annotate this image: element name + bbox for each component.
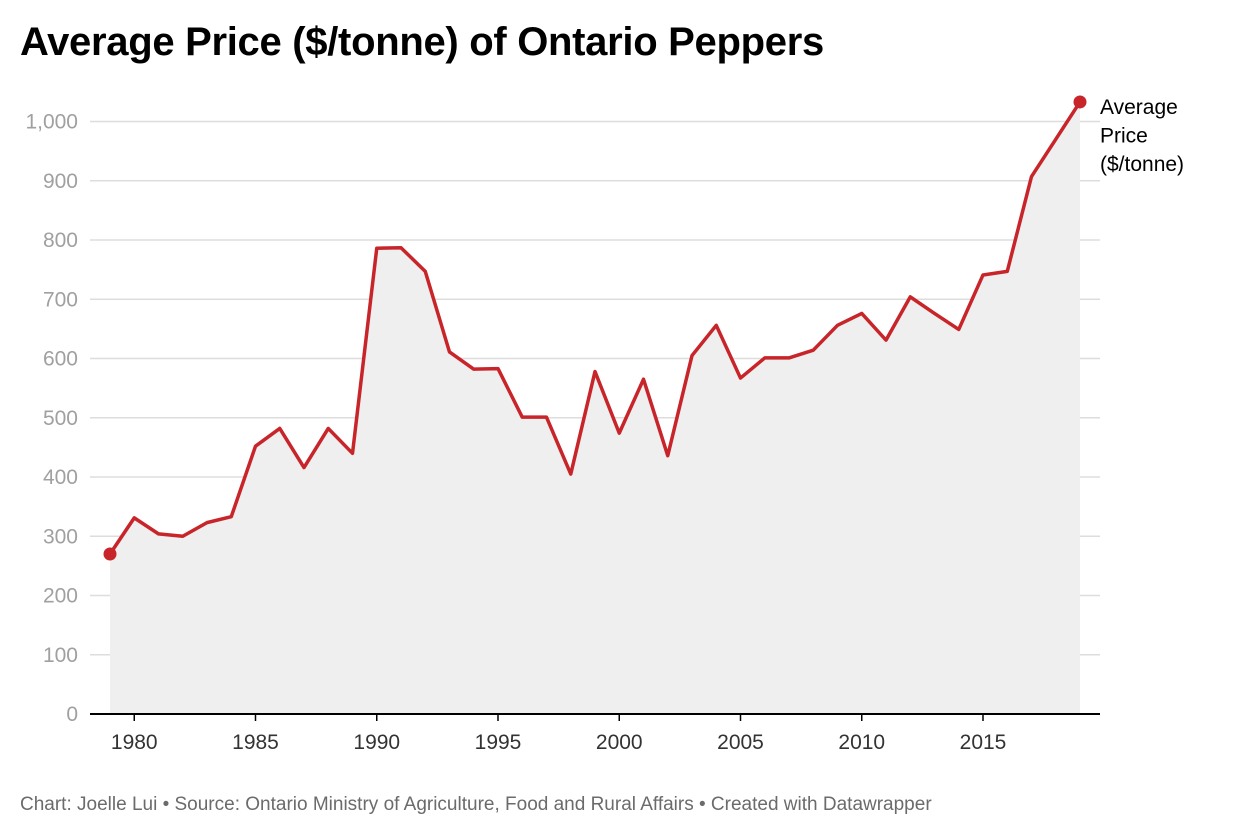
- x-tick-label: 1990: [353, 731, 400, 754]
- data-point: [1004, 268, 1010, 274]
- data-point: [204, 520, 210, 526]
- area-fill: [110, 101, 1080, 714]
- y-tick-label: 700: [43, 288, 78, 311]
- data-point: [156, 531, 162, 537]
- x-tick-label: 2000: [596, 731, 643, 754]
- data-point: [228, 514, 234, 520]
- data-point: [1029, 174, 1035, 180]
- data-point: [447, 349, 453, 355]
- chart-title: Average Price ($/tonne) of Ontario Peppe…: [20, 20, 824, 64]
- data-point: [374, 245, 380, 251]
- data-point: [810, 347, 816, 353]
- data-point: [325, 425, 331, 431]
- points-layer: [103, 95, 1087, 561]
- data-point: [616, 430, 622, 436]
- y-tick-label: 900: [43, 170, 78, 193]
- data-point: [859, 310, 865, 316]
- data-point: [835, 322, 841, 328]
- data-point: [980, 272, 986, 278]
- y-tick-label: 200: [43, 585, 78, 608]
- data-point: [253, 443, 259, 449]
- y-tick-label: 1,000: [25, 111, 78, 134]
- data-point: [544, 414, 550, 420]
- data-point: [907, 294, 913, 300]
- data-point: [471, 366, 477, 372]
- x-tick-label: 1995: [475, 731, 522, 754]
- y-tick-label: 0: [66, 703, 78, 726]
- data-point: [398, 245, 404, 251]
- data-point: [568, 471, 574, 477]
- area-layer: [110, 101, 1080, 714]
- data-point: [1053, 136, 1059, 142]
- data-point: [495, 366, 501, 372]
- data-point: [713, 322, 719, 328]
- x-tick-label: 1985: [232, 731, 279, 754]
- line-layer: [108, 100, 1082, 556]
- chart-footer: Chart: Joelle Lui • Source: Ontario Mini…: [20, 794, 932, 815]
- data-point: [180, 533, 186, 539]
- x-tick-label: 2005: [717, 731, 764, 754]
- data-point: [422, 268, 428, 274]
- data-point: [592, 369, 598, 375]
- data-point: [738, 375, 744, 381]
- y-tick-label: 600: [43, 348, 78, 371]
- x-tick-label: 2010: [838, 731, 885, 754]
- series-label: Average: [1100, 96, 1178, 119]
- data-point: [956, 326, 962, 332]
- data-point: [131, 515, 137, 521]
- x-tick-label: 1980: [111, 731, 158, 754]
- data-point: [932, 310, 938, 316]
- data-point: [301, 465, 307, 471]
- endpoint-marker: [1073, 95, 1087, 109]
- y-axis-ticks: 0 100 200 300 400 500 600 700 800 900 1,000: [25, 111, 78, 727]
- data-point: [665, 453, 671, 459]
- y-tick-label: 100: [43, 644, 78, 667]
- y-tick-label: 400: [43, 466, 78, 489]
- x-axis-ticks: 1980 1985 1990 1995 2000 2005 2010 2015: [111, 714, 1006, 754]
- data-point: [641, 376, 647, 382]
- x-tick-label: 2015: [960, 731, 1007, 754]
- data-point: [883, 337, 889, 343]
- series-label: ($/tonne): [1100, 153, 1184, 176]
- data-point: [762, 355, 768, 361]
- data-point: [277, 425, 283, 431]
- data-point: [519, 414, 525, 420]
- data-point: [786, 355, 792, 361]
- endpoint-marker: [103, 547, 117, 561]
- series-label: Price: [1100, 124, 1148, 147]
- data-point: [689, 353, 695, 359]
- y-tick-label: 500: [43, 407, 78, 430]
- y-tick-label: 300: [43, 525, 78, 548]
- data-point: [350, 450, 356, 456]
- series-label-group: Average Price ($/tonne): [1100, 96, 1184, 176]
- y-tick-label: 800: [43, 229, 78, 252]
- series-line: [108, 100, 1082, 556]
